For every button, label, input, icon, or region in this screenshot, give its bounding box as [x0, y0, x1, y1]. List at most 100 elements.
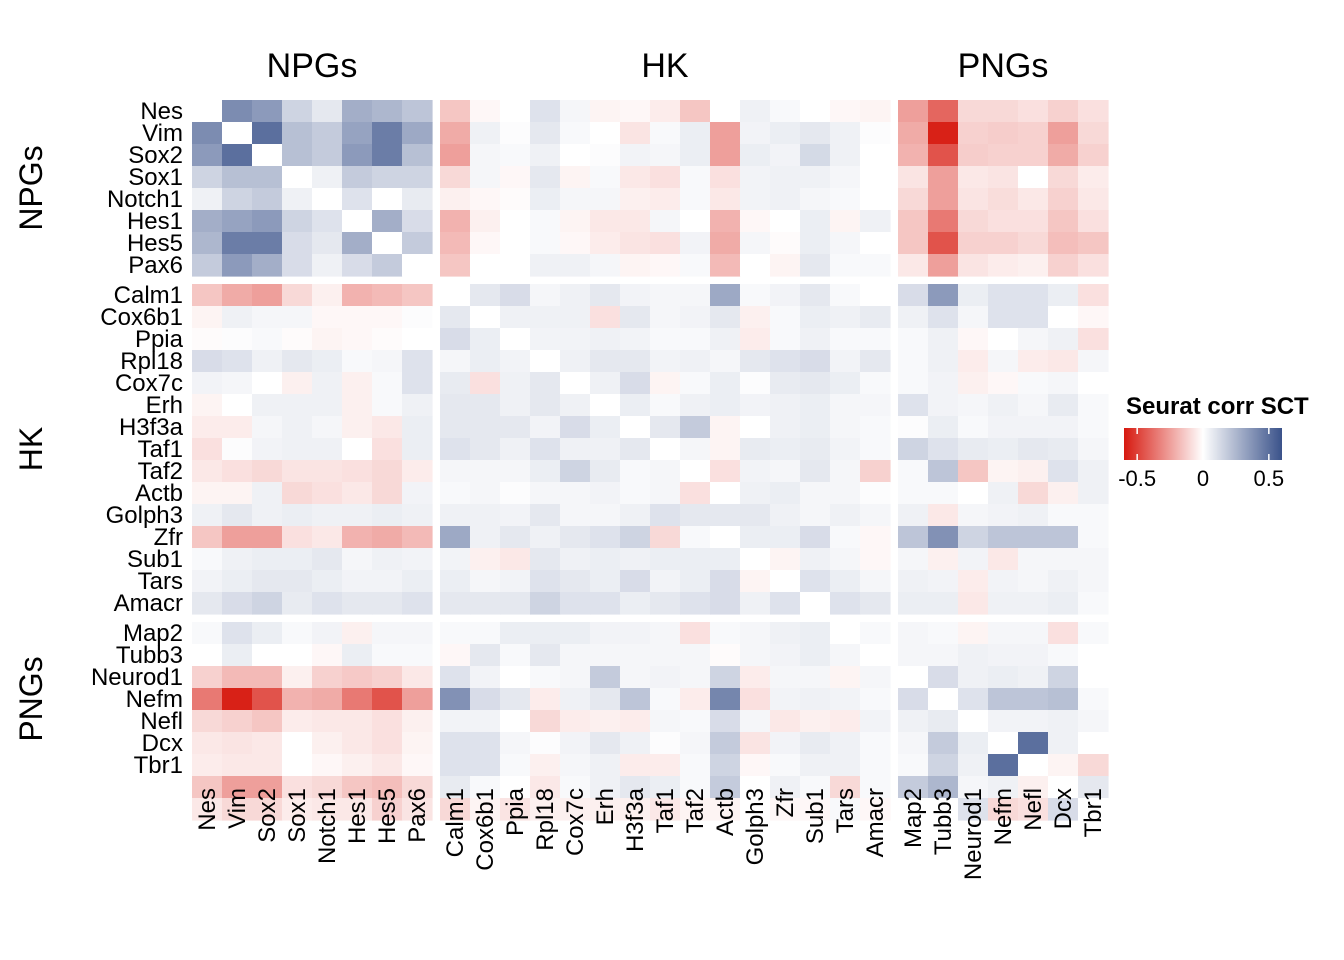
heatmap-cell	[402, 122, 433, 145]
heatmap-cell	[650, 122, 681, 145]
heatmap-cell	[372, 482, 403, 505]
heatmap-cell	[372, 504, 403, 527]
heatmap-cell	[192, 526, 223, 549]
heatmap-cell	[342, 254, 373, 277]
heatmap-cell	[192, 710, 223, 733]
heatmap-cell	[680, 328, 711, 351]
heatmap-cell	[282, 504, 313, 527]
heatmap-cell	[342, 592, 373, 615]
heatmap-cell	[372, 548, 403, 571]
heatmap-cell	[620, 122, 651, 145]
heatmap-cell	[372, 144, 403, 167]
heatmap-cell	[402, 372, 433, 395]
heatmap-cell	[590, 592, 621, 615]
heatmap-cell	[710, 548, 741, 571]
heatmap-cell	[560, 482, 591, 505]
column-tick-label: Tars	[832, 788, 859, 833]
heatmap-cell	[1048, 710, 1079, 733]
heatmap-cell	[860, 666, 891, 689]
heatmap-cell	[192, 644, 223, 667]
heatmap-cell	[860, 306, 891, 329]
heatmap-cell	[680, 188, 711, 211]
row-tick-label: Vim	[142, 120, 183, 147]
heatmap-cell	[372, 688, 403, 711]
heatmap-cell	[560, 188, 591, 211]
heatmap-cell	[252, 688, 283, 711]
heatmap-cell	[710, 460, 741, 483]
row-tick-label: Sox2	[128, 142, 183, 169]
heatmap-cell	[1048, 732, 1079, 755]
heatmap-cell	[530, 754, 561, 777]
heatmap-cell	[1078, 644, 1109, 667]
heatmap-cell	[312, 438, 343, 461]
heatmap-cell	[470, 526, 501, 549]
heatmap-cell	[1018, 328, 1049, 351]
heatmap-cell	[898, 710, 929, 733]
column-tick-label: Amacr	[862, 788, 889, 857]
heatmap-cell	[402, 754, 433, 777]
heatmap-cell	[710, 526, 741, 549]
heatmap-cell	[402, 710, 433, 733]
heatmap-cell	[680, 460, 711, 483]
heatmap-cell	[312, 622, 343, 645]
heatmap-cell	[470, 688, 501, 711]
heatmap-cell	[222, 416, 253, 439]
heatmap-cell	[402, 622, 433, 645]
heatmap-cell	[1018, 232, 1049, 255]
heatmap-cell	[740, 100, 771, 123]
heatmap-cell	[928, 666, 959, 689]
heatmap-cell	[530, 710, 561, 733]
heatmap-cell	[800, 504, 831, 527]
heatmap-cell	[680, 688, 711, 711]
heatmap-cell	[312, 350, 343, 373]
heatmap-cell	[928, 570, 959, 593]
heatmap-cell	[680, 548, 711, 571]
heatmap-cell	[560, 592, 591, 615]
heatmap-cell	[312, 166, 343, 189]
heatmap-cell	[252, 416, 283, 439]
heatmap-cell	[312, 188, 343, 211]
heatmap-cell	[590, 732, 621, 755]
heatmap-cell	[680, 504, 711, 527]
heatmap-cell	[222, 372, 253, 395]
heatmap-cell	[440, 504, 471, 527]
heatmap-cell	[500, 144, 531, 167]
heatmap-cell	[898, 122, 929, 145]
heatmap-cell	[1048, 460, 1079, 483]
column-tick-label: Erh	[592, 788, 619, 825]
heatmap-cell	[800, 188, 831, 211]
heatmap-cell	[830, 284, 861, 307]
heatmap-cell	[860, 188, 891, 211]
heatmap-cell	[500, 232, 531, 255]
heatmap-cell	[372, 776, 403, 799]
heatmap-cell	[470, 188, 501, 211]
heatmap-cell	[770, 776, 801, 799]
column-tick-label: Golph3	[742, 788, 769, 865]
heatmap-cell	[830, 100, 861, 123]
heatmap-cell	[770, 798, 801, 821]
heatmap-cell	[988, 776, 1019, 799]
heatmap-cell	[740, 592, 771, 615]
heatmap-cell	[1048, 210, 1079, 233]
heatmap-cell	[800, 210, 831, 233]
heatmap-cell	[928, 622, 959, 645]
heatmap-cell	[530, 622, 561, 645]
heatmap-cell	[710, 688, 741, 711]
heatmap-cell	[988, 100, 1019, 123]
heatmap-cell	[1048, 350, 1079, 373]
heatmap-cell	[1078, 666, 1109, 689]
heatmap-cell	[928, 710, 959, 733]
heatmap-cell	[530, 526, 561, 549]
heatmap-cell	[402, 100, 433, 123]
heatmap-cell	[830, 328, 861, 351]
heatmap-cell	[222, 548, 253, 571]
heatmap-cell	[680, 666, 711, 689]
heatmap-cell	[590, 526, 621, 549]
heatmap-cell	[222, 188, 253, 211]
heatmap-cell	[470, 122, 501, 145]
heatmap-cell	[988, 254, 1019, 277]
heatmap-cell	[590, 416, 621, 439]
heatmap-cell	[928, 644, 959, 667]
heatmap-cell	[740, 460, 771, 483]
